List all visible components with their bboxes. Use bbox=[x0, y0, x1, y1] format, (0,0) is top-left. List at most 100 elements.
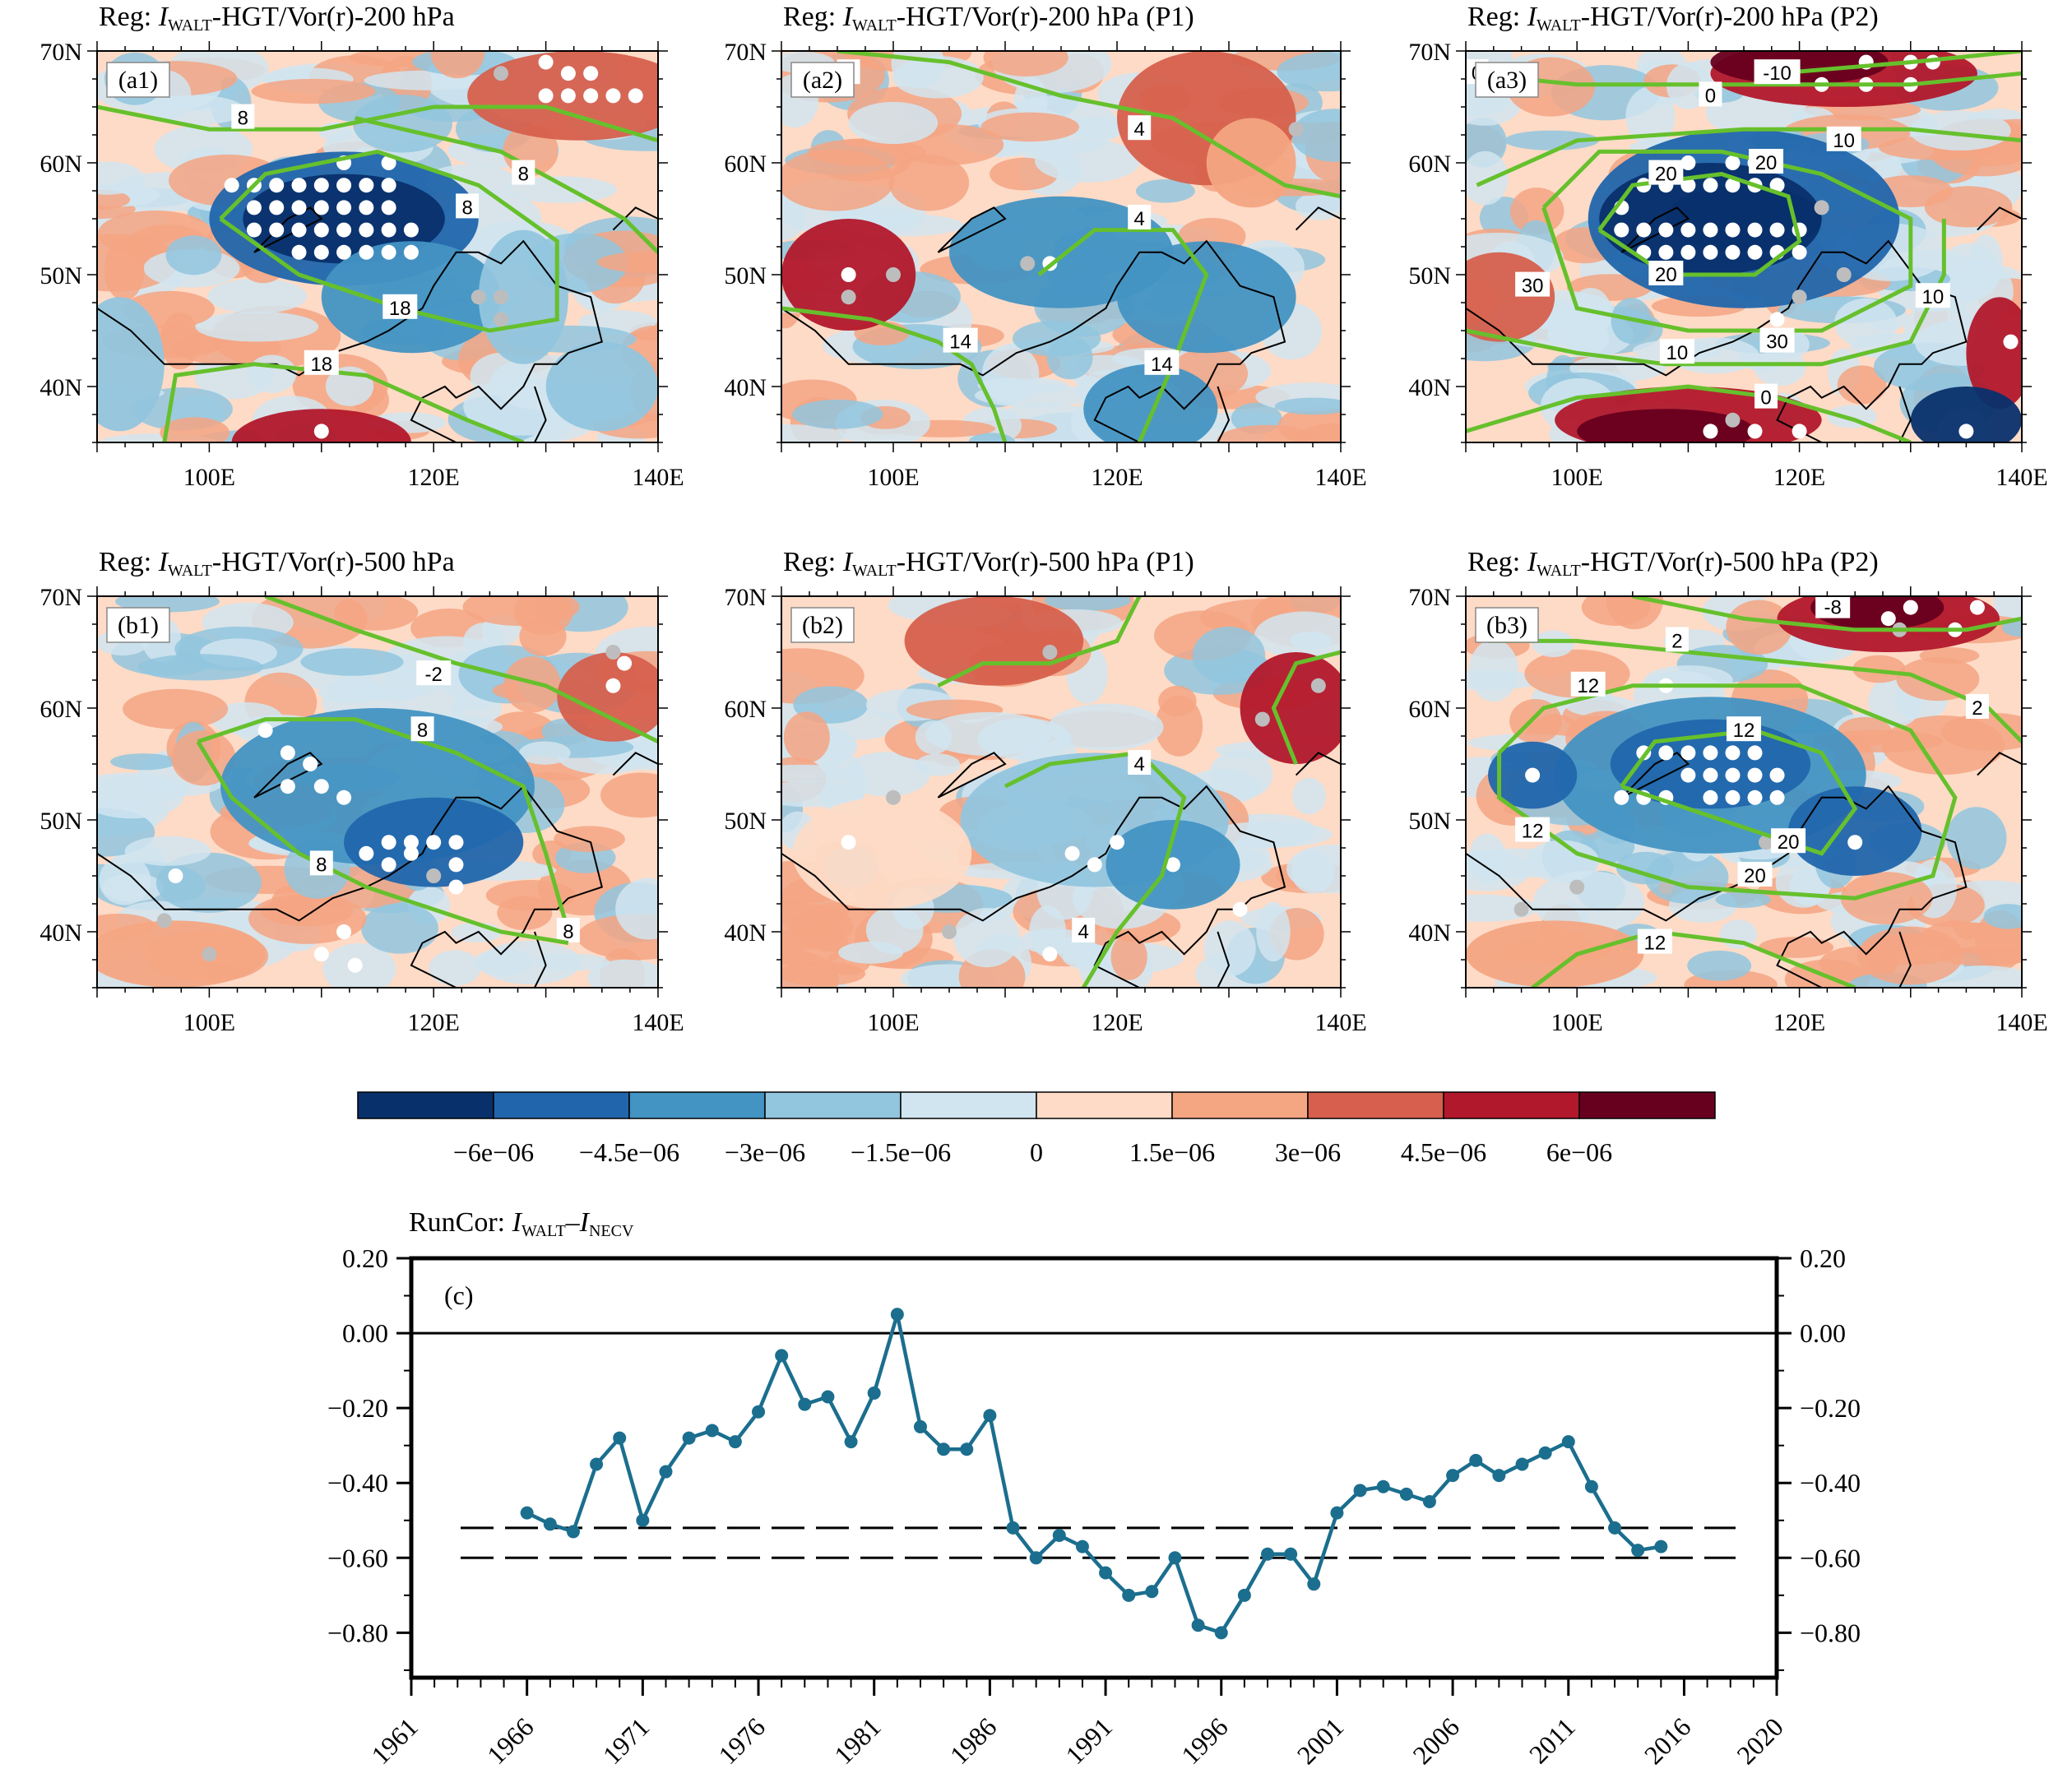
significance-dot bbox=[1725, 767, 1741, 783]
significance-dot bbox=[359, 200, 374, 215]
colorbar-swatch bbox=[1578, 1091, 1716, 1119]
contour-label: 4 bbox=[1078, 921, 1089, 943]
lat-tick-label: 40N bbox=[39, 374, 82, 401]
lon-tick-label: 120E bbox=[1091, 1009, 1143, 1036]
contour-label: 4 bbox=[1134, 208, 1145, 230]
lat-tick-label: 40N bbox=[1408, 919, 1451, 947]
runcor-point bbox=[543, 1517, 557, 1531]
significance-dot bbox=[583, 66, 599, 81]
significance-dot bbox=[1703, 767, 1718, 783]
contour-label: 18 bbox=[389, 298, 411, 320]
significance-dot bbox=[381, 222, 396, 238]
colorbar-swatch bbox=[1307, 1091, 1444, 1119]
significance-dot bbox=[1847, 835, 1863, 850]
panel-title: Reg: IWALT-HGT/Vor(r)-500 hPa (P1) bbox=[783, 547, 1194, 580]
contour-label: 4 bbox=[1134, 753, 1145, 776]
y-tick-label-right: 0.00 bbox=[1800, 1318, 1846, 1348]
significance-dot bbox=[841, 835, 856, 850]
significance-dot bbox=[336, 924, 352, 939]
lat-tick-label: 70N bbox=[1408, 584, 1451, 611]
runcor-point bbox=[1099, 1566, 1113, 1580]
significance-dot bbox=[291, 222, 307, 238]
hgt-contour bbox=[355, 116, 658, 254]
significance-dot bbox=[1880, 611, 1896, 627]
contour-label: 14 bbox=[1151, 354, 1173, 376]
colorbar-swatch bbox=[357, 1091, 494, 1119]
significance-dot bbox=[1747, 222, 1763, 238]
significance-dot bbox=[246, 200, 262, 215]
significance-dot bbox=[1769, 312, 1785, 327]
x-tick-label: 1996 bbox=[1175, 1711, 1234, 1770]
lon-tick-label: 140E bbox=[632, 464, 684, 491]
significance-dot bbox=[538, 54, 554, 70]
significance-dot bbox=[1020, 256, 1036, 271]
y-tick-label-right: −0.80 bbox=[1800, 1618, 1861, 1647]
significance-dot bbox=[617, 655, 633, 671]
panel-tag: (a2) bbox=[803, 67, 842, 94]
colorbar-label: −1.5e−06 bbox=[851, 1137, 951, 1167]
runcor-point bbox=[590, 1457, 604, 1471]
significance-dot bbox=[1254, 711, 1270, 727]
x-tick-label: 1986 bbox=[944, 1711, 1003, 1770]
lon-tick-label: 100E bbox=[183, 1009, 235, 1036]
significance-dot bbox=[1680, 745, 1696, 761]
contour-label: 20 bbox=[1755, 152, 1778, 174]
significance-dot bbox=[1703, 745, 1718, 761]
runcor-point bbox=[913, 1419, 927, 1433]
significance-dot bbox=[381, 155, 396, 170]
y-tick-label-right: 0.20 bbox=[1800, 1243, 1846, 1273]
significance-dot bbox=[313, 947, 329, 962]
significance-dot bbox=[426, 868, 442, 883]
lat-tick-label: 60N bbox=[1408, 150, 1451, 178]
significance-dot bbox=[313, 424, 329, 439]
lon-tick-label: 100E bbox=[867, 1009, 919, 1036]
significance-dot bbox=[1614, 222, 1629, 238]
coastline bbox=[781, 239, 1286, 442]
panel-title: Reg: IWALT-HGT/Vor(r)-200 hPa (P1) bbox=[783, 2, 1194, 35]
significance-dot bbox=[1725, 222, 1741, 238]
significance-dot bbox=[403, 845, 419, 861]
significance-dot bbox=[448, 857, 464, 873]
runcor-point bbox=[1029, 1551, 1043, 1565]
significance-dot bbox=[1969, 600, 1985, 615]
significance-dot bbox=[291, 178, 307, 193]
coastline bbox=[1466, 239, 1968, 442]
map-panel: 8 8 18 18 8 70N 60N 50N 40N 100E 120E 140E (a1) bbox=[39, 39, 684, 491]
y-tick-label-right: −0.40 bbox=[1800, 1468, 1861, 1498]
runcor-point bbox=[1191, 1618, 1205, 1632]
runcor-point bbox=[1608, 1521, 1622, 1535]
significance-dot bbox=[156, 913, 172, 928]
runcor-point bbox=[1307, 1577, 1321, 1591]
significance-dot bbox=[494, 66, 509, 81]
contour-label: 8 bbox=[316, 854, 327, 876]
colorbar-swatch bbox=[628, 1091, 766, 1119]
lon-tick-label: 120E bbox=[1091, 464, 1143, 491]
lon-tick-label: 120E bbox=[408, 464, 460, 491]
contour-label: 0 bbox=[1705, 85, 1716, 107]
colorbar-swatch bbox=[1036, 1091, 1173, 1119]
lon-tick-label: 100E bbox=[183, 464, 235, 491]
hgt-contour bbox=[196, 740, 569, 946]
contour-label: 20 bbox=[1655, 264, 1677, 286]
significance-dot bbox=[1310, 678, 1326, 693]
lat-tick-label: 40N bbox=[39, 919, 82, 947]
significance-dot bbox=[605, 88, 621, 104]
hgt-contour bbox=[1476, 127, 2022, 188]
lat-tick-label: 70N bbox=[1408, 39, 1451, 66]
contour-label: 10 bbox=[1833, 130, 1855, 152]
runcor-point bbox=[937, 1442, 951, 1456]
runcor-point bbox=[1284, 1547, 1298, 1561]
significance-dot bbox=[1747, 244, 1763, 260]
y-tick-label: −0.40 bbox=[327, 1468, 388, 1498]
colorbar-label: −4.5e−06 bbox=[579, 1137, 679, 1167]
panel-tag: (a3) bbox=[1487, 67, 1527, 94]
runcor-point bbox=[1399, 1487, 1413, 1501]
contour-label: 0 bbox=[1760, 387, 1771, 410]
contour-label: 2 bbox=[1972, 697, 1982, 720]
contour-label: 12 bbox=[1577, 675, 1599, 697]
panel-tag: (a1) bbox=[118, 67, 158, 94]
lon-tick-label: 120E bbox=[408, 1009, 460, 1036]
significance-dot bbox=[381, 835, 396, 850]
colorbar-label: 1.5e−06 bbox=[1129, 1137, 1215, 1167]
